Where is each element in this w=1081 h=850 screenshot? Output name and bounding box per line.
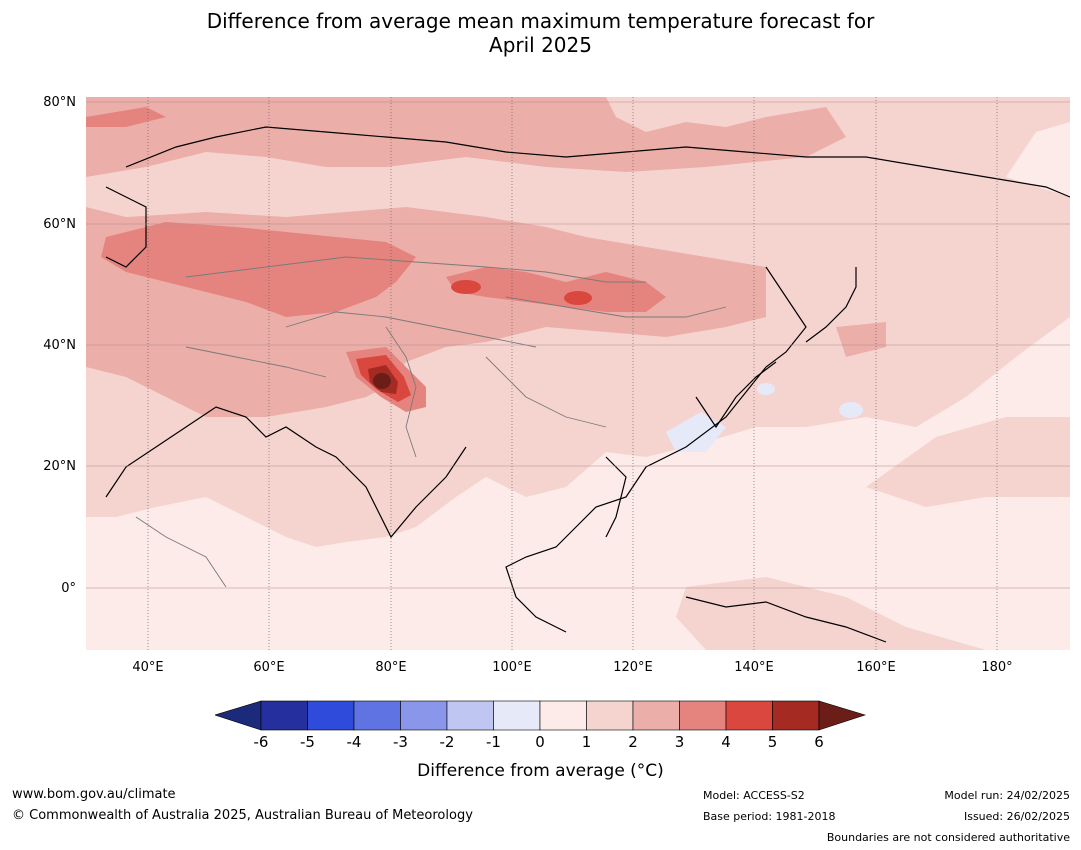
colorbar-tick-label: 5 [767, 733, 778, 751]
colorbar-tick-label: -5 [300, 733, 315, 751]
colorbar-tick-label: 4 [721, 733, 731, 751]
lat-label: 60°N [43, 217, 76, 232]
colorbar-segment [353, 700, 401, 731]
lon-label: 100°E [492, 660, 532, 675]
footer-disclaimer: Boundaries are not considered authoritat… [826, 831, 1070, 844]
anomaly-field-4-5 [451, 280, 481, 294]
colorbar-tick-label: 0 [535, 733, 545, 751]
colorbar-segment [632, 700, 680, 731]
lon-label: 120°E [613, 660, 653, 675]
colorbar [215, 700, 866, 731]
lon-label: 60°E [253, 660, 285, 675]
colorbar-segment [725, 700, 773, 731]
colorbar-over-arrow [818, 700, 866, 731]
footer-issued: Issued: 26/02/2025 [963, 810, 1070, 823]
colorbar-tick-label: -2 [439, 733, 455, 751]
colorbar-segment [493, 700, 541, 731]
colorbar-segment [772, 700, 820, 731]
footer-model-run: Model run: 24/02/2025 [944, 789, 1070, 802]
anomaly-field-1-2 [676, 577, 986, 650]
colorbar-segment [586, 700, 634, 731]
map-title-line1: Difference from average mean maximum tem… [206, 9, 875, 33]
lat-label: 80°N [43, 95, 76, 110]
footer-copyright: © Commonwealth of Australia 2025, Austra… [12, 808, 473, 823]
lat-label: 40°N [43, 338, 76, 353]
colorbar-under-arrow [215, 700, 262, 731]
lat-label: 20°N [43, 459, 76, 474]
anomaly-field-3-4 [86, 107, 166, 127]
colorbar-tick-label: -3 [393, 733, 408, 751]
lat-label: 0° [61, 581, 76, 596]
colorbar-segment [400, 700, 448, 731]
footer-model: Model: ACCESS-S2 [703, 789, 805, 802]
coastlines [105, 126, 1070, 643]
colorbar-segment [260, 700, 308, 731]
map-title: Difference from average mean maximum tem… [0, 9, 1081, 57]
anomaly-field-2-3 [836, 322, 886, 357]
colorbar-tick-label: 2 [628, 733, 638, 751]
lon-label: 180° [981, 660, 1013, 675]
latitude-lines [86, 101, 1070, 589]
lon-label: 40°E [132, 660, 164, 675]
colorbar-tick-label: -6 [253, 733, 269, 751]
colorbar-segment [446, 700, 494, 731]
colorbar-tick-label: 1 [581, 733, 592, 751]
colorbar-segment [679, 700, 727, 731]
lon-label: 80°E [375, 660, 407, 675]
colorbar-tick-label: 6 [814, 733, 824, 751]
country-borders [135, 256, 727, 588]
anomaly-field-2-3 [86, 97, 846, 177]
footer-website: www.bom.gov.au/climate [12, 787, 176, 802]
lon-label: 140°E [734, 660, 774, 675]
anomaly-field-over-6 [373, 373, 391, 389]
colorbar-segment [307, 700, 355, 731]
forecast-map [86, 97, 1070, 650]
colorbar-segment [539, 700, 587, 731]
anomaly-field-3-4 [446, 267, 666, 312]
anomaly-field-neg [666, 412, 726, 452]
graticule [147, 97, 998, 650]
anomaly-field-neg [757, 383, 775, 395]
anomaly-field-3-4 [101, 222, 416, 317]
colorbar-tick-label: -1 [486, 733, 501, 751]
colorbar-tick-label: -4 [346, 733, 362, 751]
anomaly-field-1-2 [866, 417, 1070, 507]
anomaly-field-neg [839, 402, 863, 418]
lon-label: 160°E [856, 660, 896, 675]
map-title-line2: April 2025 [489, 33, 592, 57]
colorbar-tick-label: 3 [674, 733, 685, 751]
anomaly-field-4-5 [564, 291, 592, 305]
map-canvas [86, 97, 1070, 650]
footer-base-period: Base period: 1981-2018 [703, 810, 836, 823]
colorbar-label: Difference from average (°C) [417, 761, 664, 781]
